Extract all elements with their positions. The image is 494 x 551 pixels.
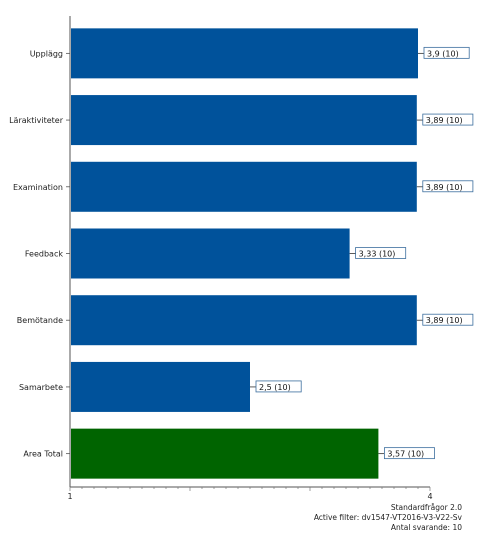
data-label-box (422, 180, 474, 193)
bar (71, 95, 417, 146)
data-label-box (355, 247, 407, 259)
bar (71, 295, 417, 346)
x-tick-label: 1 (67, 492, 72, 501)
bar (71, 428, 379, 479)
footer-title: Standardfrågor 2.0 (390, 503, 462, 512)
data-label-box (423, 46, 470, 59)
category-label: Area Total (23, 450, 63, 459)
plot-area: 1 4 Upplägg 3,9 (10) Läraktiviteter 3,89 (10)… (9, 16, 474, 501)
data-label: 3,89 (10) (426, 116, 463, 125)
data-label: 3,9 (10) (427, 49, 459, 58)
bar (71, 161, 417, 212)
data-label: 2,5 (10) (259, 383, 291, 392)
category-label: Bemötande (17, 316, 63, 325)
data-label: 3,89 (10) (426, 183, 463, 192)
bar (71, 228, 350, 279)
category-label: Samarbete (19, 383, 63, 392)
data-label-box (422, 313, 474, 326)
data-label: 3,89 (10) (426, 316, 463, 325)
data-label: 3,33 (10) (359, 250, 396, 259)
bar (71, 361, 250, 412)
data-label-box (422, 113, 474, 126)
data-label-box (255, 380, 302, 393)
footer-respondents: Antal svarande: 10 (390, 523, 462, 532)
category-label: Läraktiviteter (9, 116, 64, 125)
category-label: Upplägg (30, 49, 63, 58)
x-tick-label: 4 (427, 492, 432, 501)
data-label: 3,57 (10) (387, 450, 424, 459)
category-label: Examination (13, 183, 63, 192)
footer-filter: Active filter: dv1547-VT2016-V3-V22-Sv (313, 513, 462, 522)
data-label-box (383, 447, 435, 460)
bar (71, 28, 418, 79)
category-label: Feedback (25, 250, 63, 259)
